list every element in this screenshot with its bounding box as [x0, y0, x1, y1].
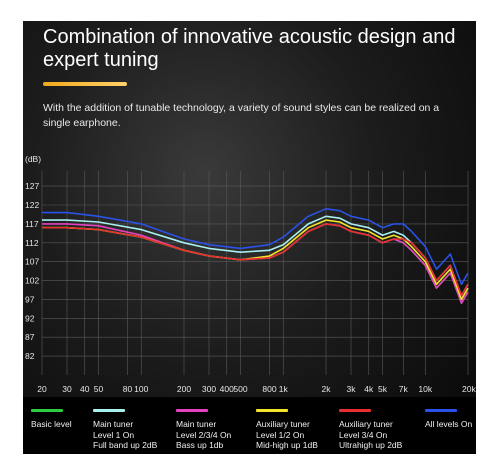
legend-item: Main tuner Level 2/3/4 On Bass up 1db	[176, 409, 261, 451]
legend-item: Basic level	[31, 409, 116, 430]
legend-label: Auxiliary tuner Level 3/4 On Ultrahigh u…	[339, 419, 403, 450]
x-tick-label: 400	[220, 384, 234, 394]
y-tick-label: 102	[25, 276, 39, 286]
legend-swatch	[256, 409, 288, 412]
x-tick-label: 300	[202, 384, 216, 394]
x-tick-labels: 20 30 40 50 80 100 200 300 400 500 800 1k 2k 3k 4k 5k 7k…	[37, 384, 476, 394]
series-line-5	[42, 223, 469, 297]
legend-label: All levels On	[425, 419, 473, 429]
y-tick-label: 117	[25, 219, 39, 229]
legend-label: Auxiliary tuner Level 1/2 On Mid-high up…	[256, 419, 318, 450]
series-lines	[42, 208, 469, 304]
page-subtitle: With the addition of tunable technology,…	[43, 102, 440, 129]
x-tick-label: 2k	[322, 384, 332, 394]
chart-legend: Basic level Main tuner Level 1 On Full ba…	[23, 397, 476, 454]
legend-item: All levels On	[425, 409, 476, 430]
x-tick-label: 3k	[347, 384, 357, 394]
title-underline	[43, 82, 127, 86]
legend-label: Main tuner Level 2/3/4 On Bass up 1db	[176, 419, 232, 450]
legend-swatch	[31, 409, 63, 412]
x-tick-label: 500	[233, 384, 247, 394]
y-tick-label: 82	[25, 351, 35, 361]
y-tick-label: 97	[25, 294, 35, 304]
y-axis-label: (dB)	[25, 154, 41, 164]
x-tick-label: 7k	[399, 384, 409, 394]
y-tick-label: 122	[25, 200, 39, 210]
series-line-6	[42, 208, 469, 286]
legend-label: Main tuner Level 1 On Full band up 2dB	[93, 419, 158, 450]
x-tick-label: 4k	[364, 384, 374, 394]
x-tick-label: 50	[94, 384, 104, 394]
x-tick-label: 80	[123, 384, 133, 394]
x-tick-label: 20k(Hz)	[462, 384, 476, 394]
legend-item: Main tuner Level 1 On Full band up 2dB	[93, 409, 178, 451]
y-tick-labels: 127 122 117 112 107 102 97 92 87 82	[25, 181, 39, 361]
page-title: Combination of innovative acoustic desig…	[43, 26, 456, 71]
y-tick-label: 87	[25, 332, 35, 342]
legend-swatch	[93, 409, 125, 412]
x-tick-label: 200	[177, 384, 191, 394]
x-tick-label: 40	[80, 384, 90, 394]
legend-item: Auxiliary tuner Level 1/2 On Mid-high up…	[256, 409, 341, 451]
x-tick-label: 10k	[418, 384, 432, 394]
legend-swatch	[425, 409, 457, 412]
legend-swatch	[176, 409, 208, 412]
legend-item: Auxiliary tuner Level 3/4 On Ultrahigh u…	[339, 409, 424, 451]
spec-panel: Combination of innovative acoustic desig…	[23, 21, 476, 454]
x-tick-label: 30	[62, 384, 72, 394]
x-tick-label: 20	[37, 384, 47, 394]
x-tick-label: 5k	[378, 384, 388, 394]
y-tick-label: 112	[25, 238, 39, 248]
series-line-4	[42, 219, 469, 301]
legend-swatch	[339, 409, 371, 412]
x-tick-label: 100	[134, 384, 148, 394]
y-tick-label: 127	[25, 181, 39, 191]
x-tick-label: 800	[262, 384, 276, 394]
chart-grid	[41, 171, 469, 375]
legend-label: Basic level	[31, 419, 72, 429]
y-tick-label: 107	[25, 257, 39, 267]
x-tick-label: 1k	[279, 384, 289, 394]
frequency-response-chart: (dB) 127 122 117 112 107 102 97 92 87 82 20 30 40 50…	[25, 154, 476, 394]
y-tick-label: 92	[25, 313, 35, 323]
